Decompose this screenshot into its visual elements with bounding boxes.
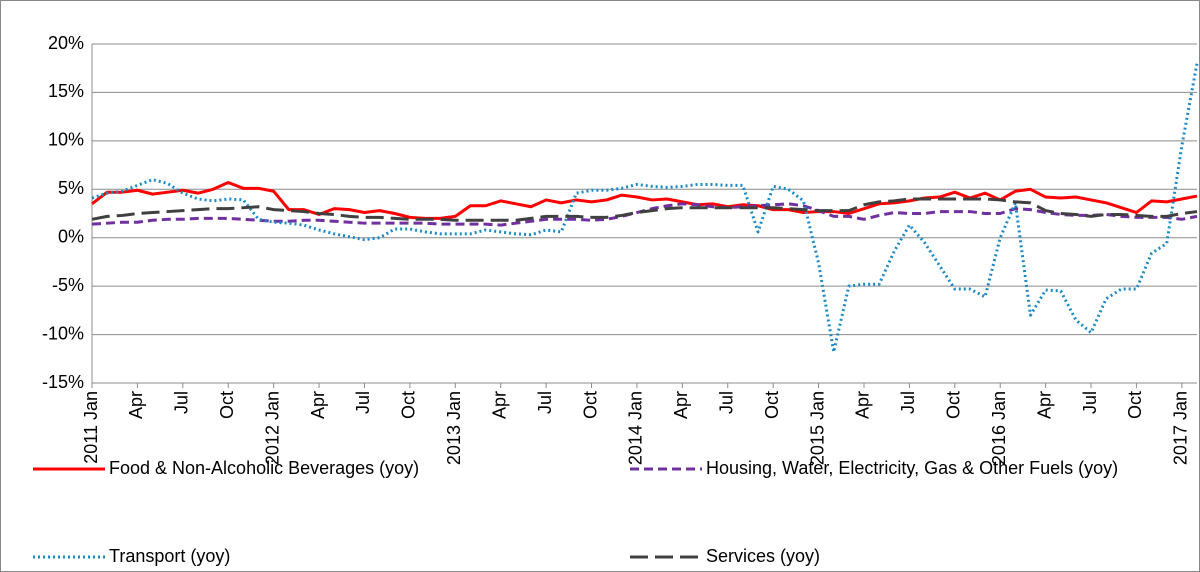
series-line [91,181,1198,220]
x-tick-label: 2014 Jan [626,391,646,465]
x-tick-label: Oct [217,391,237,419]
x-tick-label: 2017 Jan [1171,391,1191,465]
series-line [91,197,1198,222]
legend-label: Services (yoy) [706,546,820,566]
legend-label: Housing, Water, Electricity, Gas & Other… [706,458,1118,478]
y-tick-label: -15% [42,372,84,392]
x-tick-label: 2012 Jan [262,391,282,465]
x-tick-label: Oct [580,391,600,419]
x-tick-label: Jul [717,391,737,414]
legend-label: Food & Non-Alcoholic Beverages (yoy) [109,458,419,478]
y-tick-label: 10% [48,130,84,150]
y-tick-label: 5% [58,178,84,198]
x-tick-label: Jul [535,391,555,414]
x-tick-label: 2016 Jan [989,391,1009,465]
x-tick-label: Oct [762,391,782,419]
series-line [91,63,1199,354]
x-tick-label: Oct [1125,391,1145,419]
x-tick-label: 2011 Jan [81,391,101,464]
x-tick-label: Jul [353,391,373,414]
x-tick-label: Apr [853,391,873,419]
x-tick-label: Oct [399,391,419,419]
x-tick-label: Jul [172,391,192,414]
x-tick-label: Apr [671,391,691,419]
x-tick-label: Jul [898,391,918,414]
x-tick-label: Apr [126,391,146,419]
y-tick-label: -10% [42,323,84,343]
y-tick-label: 0% [58,226,84,246]
y-tick-label: 15% [48,81,84,101]
y-tick-label: -5% [52,275,84,295]
x-tick-label: Apr [1034,391,1054,419]
x-tick-label: Oct [944,391,964,419]
x-tick-label: 2015 Jan [807,391,827,465]
y-tick-label: 20% [48,33,84,53]
x-tick-label: 2013 Jan [444,391,464,465]
legend-label: Transport (yoy) [109,546,230,566]
x-tick-label: Apr [308,391,328,419]
x-tick-label: Apr [489,391,509,419]
x-tick-label: Jul [1080,391,1100,414]
